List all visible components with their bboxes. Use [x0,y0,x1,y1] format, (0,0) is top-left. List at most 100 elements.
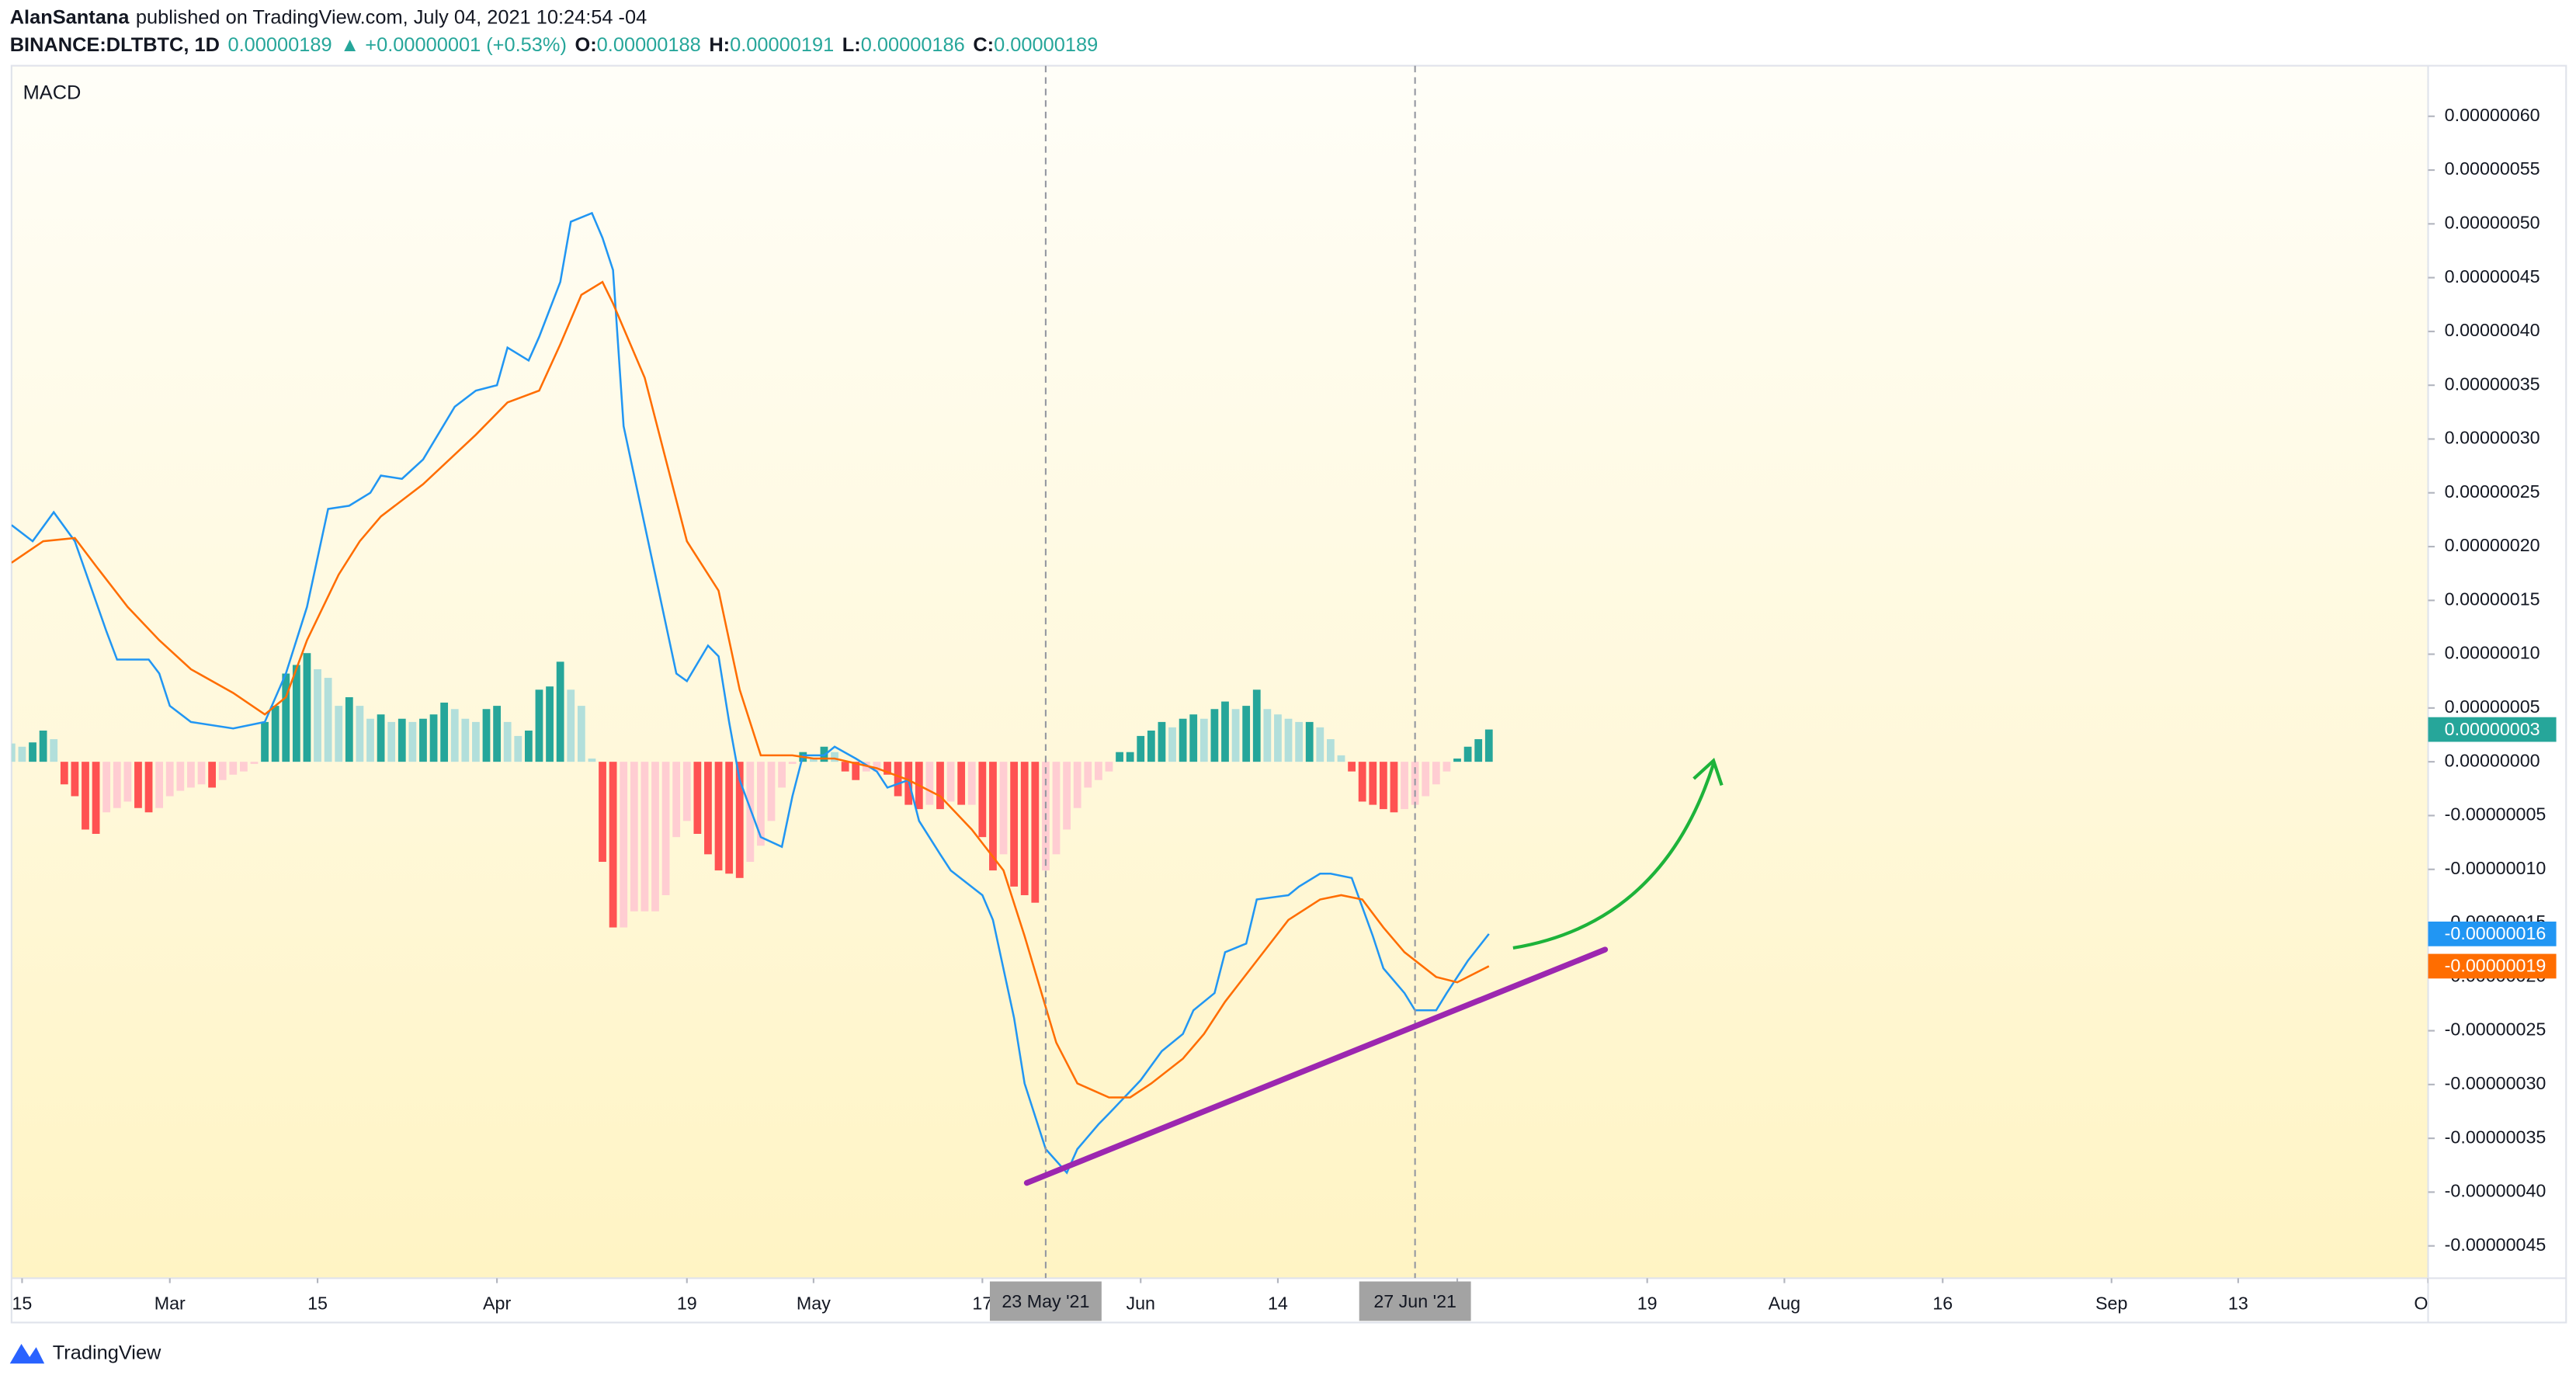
histogram-bar [102,762,111,813]
histogram-bar [1401,762,1408,810]
histogram-bar [535,689,543,762]
macd-line [11,280,1490,1099]
histogram-bar [176,762,185,791]
histogram-bar [1358,762,1366,802]
histogram-bar [440,702,449,762]
histogram-bar [746,762,755,863]
histogram-bar [292,665,300,762]
histogram-bar [514,735,522,762]
histogram-bar [546,686,554,762]
histogram-bar [1179,718,1187,762]
histogram-bar [1073,762,1081,808]
histogram-bar [1484,729,1493,762]
pane-title: MACD [23,82,82,103]
histogram-bar [144,762,153,813]
plot [11,65,1493,1279]
histogram-bar [704,762,712,855]
x-tick-label: Aug [1769,1293,1800,1313]
histogram-bar [113,762,121,808]
x-tick-label: 15 [307,1293,328,1313]
histogram-bar [1327,739,1335,762]
histogram-bar [123,762,132,802]
histogram-bar [1442,762,1451,772]
histogram-bar [1422,762,1430,797]
histogram-bar [356,706,364,762]
histogram-bar [524,730,533,762]
x-tick-label: Oct [2414,1293,2442,1313]
histogram-bar [852,762,860,780]
histogram-bar [682,762,691,821]
trend-line-drawing [1023,946,1609,1186]
histogram-bar [641,762,649,911]
y-tick-label: 0.00000050 [2445,212,2540,232]
histogram-bar [588,758,596,762]
histogram-bar [92,762,100,834]
histogram-bar [714,762,723,871]
histogram-bar [429,714,438,762]
histogram-bar [1052,762,1061,855]
histogram-bar [1020,762,1029,895]
histogram-bar [725,762,734,874]
histogram-bar [1168,727,1176,762]
histogram-bar [1158,721,1166,762]
histogram-bar [60,762,68,785]
histogram-bar [1305,721,1314,762]
histogram-bar [1010,762,1019,887]
histogram-bar [1063,762,1071,830]
histogram-bar [250,762,259,764]
ohlc-value: 0.00000191 [730,34,834,56]
histogram-bar [366,718,374,762]
pane [11,65,2428,1279]
histogram-bar [873,762,881,772]
histogram-bar [335,706,343,762]
histogram-bar [187,762,195,788]
histogram-bar [1147,730,1155,762]
y-tick-label: -0.00000010 [2445,858,2546,878]
histogram-bar [1105,762,1113,772]
histogram-bar [408,721,417,762]
histogram-bar [482,709,491,762]
header-line: AlanSantana published on TradingView.com,… [10,6,647,28]
ohlc-label: L: [842,34,861,56]
footer-brand: TradingView [53,1342,161,1363]
histogram-bar [345,697,353,762]
y-tick-label: 0.00000000 [2445,750,2540,770]
histogram-bar [1221,701,1229,762]
histogram-bar [134,762,142,808]
y-tick-label: 0.00000020 [2445,535,2540,555]
symbol-line: BINANCE:DLTBTC, 1D 0.00000189 ▲ +0.0000000… [10,34,1098,56]
price-tag [2428,717,2557,742]
price-tag [2428,921,2557,946]
histogram-bar [1116,752,1123,762]
footer-logo [9,1343,45,1364]
histogram-bar [1084,762,1092,788]
histogram-bar [1231,709,1240,762]
histogram-bar [767,762,776,821]
y-tick-label: -0.00000035 [2445,1127,2546,1147]
histogram-bar [239,762,248,772]
histogram-bar [419,718,427,762]
frame [10,64,2567,1324]
histogram-bar [1337,755,1345,762]
histogram-bar [1199,718,1208,762]
ohlc-value: 0.00000189 [994,34,1098,56]
logo-icon [9,1343,45,1364]
histogram-bar [946,762,955,802]
histogram-bar [1126,752,1134,762]
histogram-bar [303,653,311,762]
x-tick-label: Apr [483,1293,511,1313]
histogram-bar [841,762,849,772]
price-tag-label: -0.00000019 [2445,956,2546,976]
histogram-bar [567,689,575,762]
histogram-bar [661,762,670,895]
histogram-bar [967,762,976,805]
x-tick-label: Sep [2095,1293,2127,1313]
histogram-bar [50,739,58,762]
histogram-bar [197,762,206,785]
price-tag-label: -0.00000016 [2445,923,2546,943]
arrow-drawing [1512,763,1716,950]
crosshair-label: 27 Jun '21 [1373,1291,1456,1311]
histogram-bar [1432,762,1440,785]
histogram-bar [1137,735,1145,762]
